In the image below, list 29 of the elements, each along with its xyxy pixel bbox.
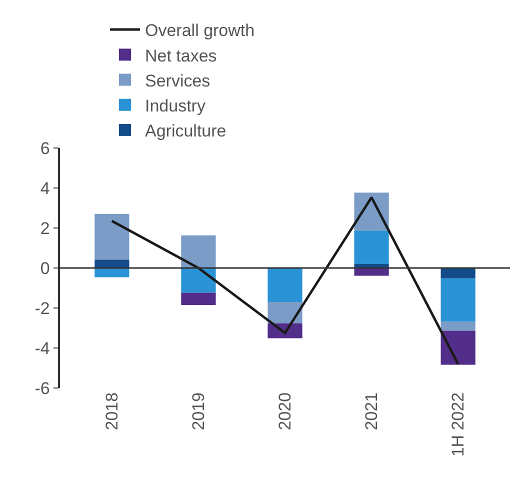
- bar: [440, 330, 476, 365]
- bar: [94, 214, 130, 260]
- bar: [440, 278, 476, 322]
- bar: [268, 268, 302, 302]
- x-tick-label: 2019: [188, 392, 208, 430]
- bar: [181, 292, 216, 305]
- legend-label: Overall growth: [145, 21, 255, 40]
- legend-label: Agriculture: [145, 122, 226, 141]
- x-tick-label: 2021: [362, 392, 382, 430]
- legend-label: Services: [145, 71, 210, 90]
- bar: [440, 322, 476, 331]
- y-tick-label: -6: [34, 378, 50, 398]
- bar: [181, 235, 216, 268]
- x-tick-label: 2020: [276, 392, 295, 430]
- y-tick-label: 6: [40, 138, 50, 158]
- bar: [268, 302, 302, 324]
- x-tick-label: 2018: [102, 392, 122, 430]
- line-series: [110, 196, 460, 366]
- bar: [94, 260, 130, 268]
- legend-label: Net taxes: [145, 46, 217, 66]
- y-tick-label: 0: [40, 258, 50, 278]
- legend-label: Industry: [145, 96, 206, 116]
- bar: [354, 230, 389, 264]
- y-tick-label: 4: [40, 178, 50, 198]
- y-tick-label: 2: [40, 218, 50, 238]
- bar: [440, 268, 476, 278]
- x-tick-label: 1H 2022: [448, 392, 468, 457]
- y-tick-label: -2: [34, 298, 50, 318]
- y-tick-label: -4: [34, 338, 50, 358]
